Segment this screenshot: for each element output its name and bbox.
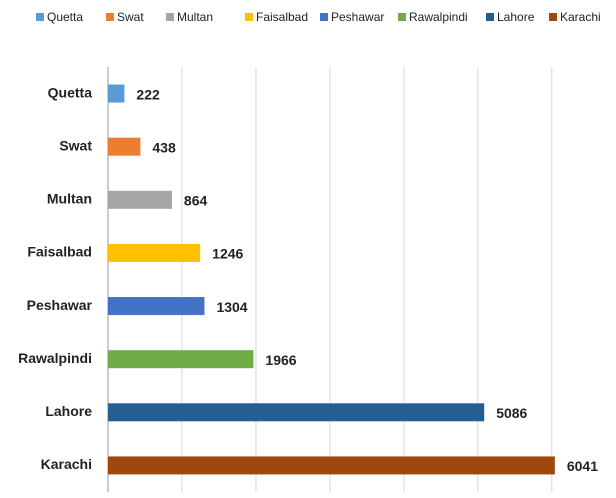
y-tick-label: Swat <box>59 137 92 153</box>
y-tick-label: Quetta <box>48 84 93 100</box>
bar <box>108 456 555 475</box>
y-tick-label: Faisalbad <box>27 244 92 260</box>
y-tick-label: Karachi <box>41 456 92 472</box>
legend: Quetta Swat Multan Faisalbad Peshawar Rawalpi… <box>36 10 601 24</box>
legend-swatch <box>320 13 328 21</box>
legend-label: Rawalpindi <box>409 10 468 24</box>
legend-swatch <box>398 13 406 21</box>
legend-swatch <box>36 13 44 21</box>
legend-label: Karachi <box>560 10 601 24</box>
y-tick-label: Lahore <box>45 403 92 419</box>
bar <box>108 84 125 103</box>
bar <box>108 403 485 422</box>
data-label: 1304 <box>216 299 247 315</box>
legend-label: Multan <box>177 10 213 24</box>
data-label: 1246 <box>212 246 243 262</box>
legend-label: Lahore <box>497 10 535 24</box>
legend-label: Peshawar <box>331 10 384 24</box>
legend-swatch <box>106 13 114 21</box>
y-tick-label: Peshawar <box>27 297 93 313</box>
legend-label: Swat <box>117 10 144 24</box>
data-label: 864 <box>184 193 208 209</box>
bar <box>108 190 172 209</box>
y-tick-label: Rawalpindi <box>18 350 92 366</box>
data-label: 438 <box>152 139 176 155</box>
legend-swatch <box>549 13 557 21</box>
bar <box>108 137 141 156</box>
data-label: 222 <box>136 86 160 102</box>
bar <box>108 243 201 262</box>
legend-label: Faisalbad <box>256 10 308 24</box>
legend-swatch <box>166 13 174 21</box>
y-tick-label: Multan <box>47 191 92 207</box>
data-label: 5086 <box>496 405 527 421</box>
legend-label: Quetta <box>47 10 83 24</box>
legend-swatch <box>486 13 494 21</box>
data-label: 1966 <box>265 352 296 368</box>
legend-swatch <box>245 13 253 21</box>
bar <box>108 350 254 369</box>
data-label: 6041 <box>567 458 598 474</box>
bar <box>108 297 205 316</box>
